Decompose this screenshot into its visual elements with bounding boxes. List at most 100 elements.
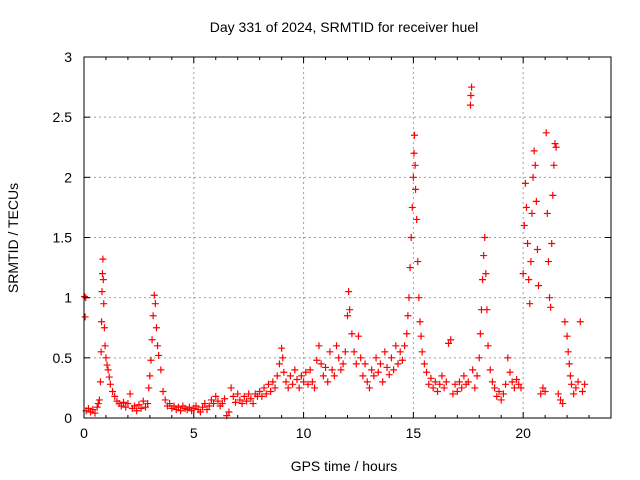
data-point [508,378,516,386]
data-point [449,390,457,398]
data-point [372,354,380,362]
data-point [101,342,109,350]
data-point [159,388,167,396]
data-point [526,300,534,308]
data-point [567,380,575,388]
data-point [365,384,373,392]
data-point [280,368,288,376]
data-point [229,392,237,400]
data-point [249,400,257,408]
y-tick-label: 3 [64,49,72,65]
data-point [357,354,365,362]
data-point [427,374,435,382]
data-point [122,403,130,411]
data-point [207,396,215,404]
data-point [412,185,420,193]
data-point [84,404,92,412]
data-point [98,288,106,296]
data-point [286,372,294,380]
data-point [481,234,489,241]
data-point [410,131,418,139]
data-point [533,246,541,254]
data-point [212,392,220,400]
data-point [381,348,389,356]
data-point [105,373,113,381]
data-point [550,161,558,169]
data-point [238,400,246,408]
data-point [556,396,564,404]
data-point [345,288,353,296]
data-point [460,372,468,380]
data-point [420,360,428,368]
data-point [468,83,476,91]
data-point [535,282,543,290]
x-tick-label: 5 [190,425,198,441]
x-tick-label: 15 [406,425,422,441]
data-point [541,388,549,396]
data-point [559,400,567,408]
data-point [564,348,572,356]
data-point [363,378,371,386]
x-tick-labels: 0 5 10 15 20 [80,425,531,441]
data-point [300,378,308,386]
x-axis-label: GPS time / hours [291,458,398,474]
data-point [455,378,463,386]
data-point [335,354,343,362]
data-point [515,380,523,388]
data-point [361,360,369,368]
y-tick-label: 2.5 [53,109,73,125]
data-point [297,372,305,380]
data-point [174,403,182,411]
data-point [344,312,351,320]
data-point [93,403,101,411]
data-point [429,384,437,392]
data-point [578,388,586,396]
data-point [293,375,301,383]
data-point [313,356,321,364]
data-point [196,408,204,416]
data-point [445,339,453,347]
data-point [394,360,402,368]
data-point [376,360,384,368]
data-point [574,378,582,386]
data-point [157,366,165,374]
data-point [275,360,283,368]
data-point [405,294,413,302]
data-point [273,372,281,380]
data-point [549,191,557,199]
data-point [572,384,580,392]
data-point [542,129,550,137]
data-point [418,348,426,356]
data-point [510,384,518,392]
data-point [565,360,573,368]
data-point [104,366,112,374]
data-point [103,361,111,369]
data-point [411,161,419,169]
data-point [544,258,552,266]
data-point [519,270,527,278]
data-point [102,354,110,362]
data-point [315,342,323,350]
data-point [447,336,455,344]
data-point [484,342,492,350]
data-point [256,388,264,396]
data-point [529,173,537,181]
y-axis-label: SRMTID / TECUs [5,183,21,293]
data-point [148,336,156,344]
data-point [475,354,483,362]
data-point [499,390,507,398]
data-point [408,203,416,211]
data-point [308,378,316,386]
data-point [282,378,290,386]
data-point [348,330,356,338]
data-point [528,209,536,217]
data-point [406,264,414,272]
data-point [245,390,253,398]
data-point [146,372,154,380]
data-point [269,378,277,386]
data-point [458,384,466,392]
data-point [89,406,97,414]
data-point [531,161,539,169]
data-point [232,398,240,406]
data-point [491,384,499,392]
